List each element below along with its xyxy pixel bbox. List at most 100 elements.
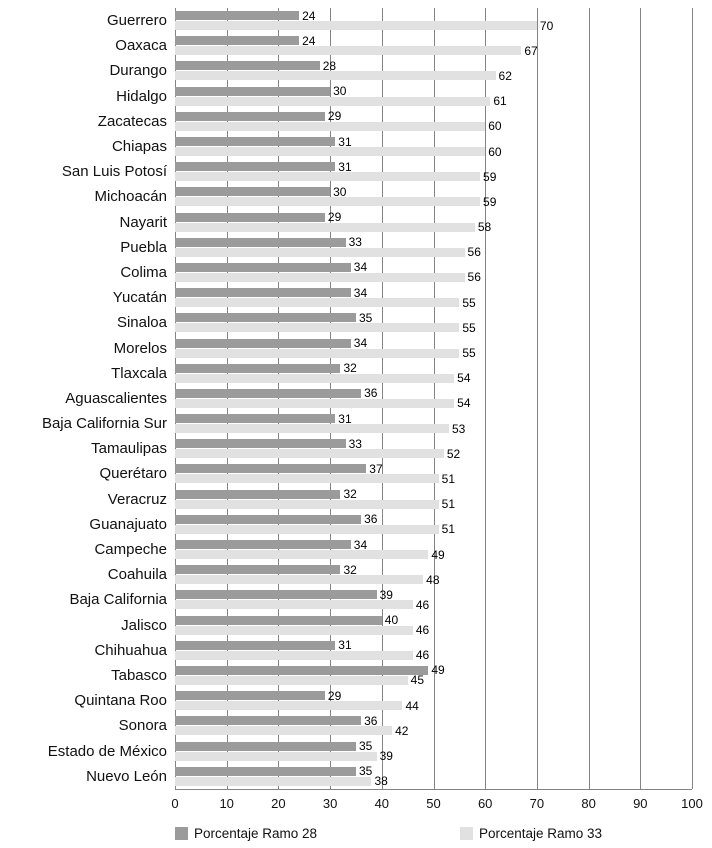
chart-row: Nayarit 29 58 (119, 210, 692, 235)
chart-row: Aguascalientes 36 54 (65, 386, 692, 411)
category-label: Colima (120, 263, 167, 281)
value-label-ramo-33: 54 (457, 371, 471, 386)
chart-row: Querétaro 37 51 (99, 461, 692, 486)
bar-ramo-28: 34 (175, 539, 367, 551)
chart-row: Morelos 34 55 (114, 335, 692, 360)
value-label-ramo-28: 33 (348, 436, 362, 451)
category-label: Tlaxcala (111, 364, 167, 382)
bar-ramo-28: 29 (175, 211, 341, 223)
gridline (588, 8, 590, 789)
value-label-ramo-28: 34 (353, 285, 368, 300)
bar-ramo-28: 29 (175, 110, 341, 122)
bar-ramo-33: 59 (175, 171, 496, 183)
bar-ramo-33: 70 (175, 20, 553, 32)
bar-ramo-33: 51 (175, 498, 455, 510)
chart-row: Coahuila 32 48 (108, 562, 692, 587)
legend-swatch-ramo-28 (175, 827, 188, 840)
value-label-ramo-33: 55 (462, 320, 476, 335)
bar-ramo-33: 44 (175, 700, 419, 712)
bar-ramo-28: 34 (175, 287, 367, 299)
plot-area: Guerrero 24 70 Oaxaca 24 67 Durango 28 6… (42, 8, 693, 790)
gridline (433, 8, 435, 789)
value-label-ramo-28: 31 (338, 411, 352, 426)
value-label-ramo-28: 35 (358, 310, 373, 325)
bar-ramo-33: 46 (175, 599, 429, 611)
bar-ramo-33: 38 (175, 775, 388, 787)
value-label-ramo-28: 28 (322, 58, 337, 73)
chart-rows: Guerrero 24 70 Oaxaca 24 67 Durango 28 6… (42, 8, 692, 789)
chart-row: Hidalgo 30 61 (116, 84, 692, 109)
chart-row: Campeche 34 49 (94, 537, 692, 562)
bar-ramo-28: 36 (175, 387, 377, 399)
value-label-ramo-28: 49 (431, 663, 445, 678)
category-label: Morelos (113, 339, 167, 357)
bar-ramo-33: 56 (175, 271, 481, 283)
category-label: Tabasco (111, 666, 167, 684)
value-label-ramo-33: 59 (483, 194, 497, 209)
bar-ramo-28: 34 (175, 261, 367, 273)
bar-ramo-28: 32 (175, 362, 357, 374)
gridline (330, 8, 332, 789)
bar-ramo-33: 60 (175, 120, 502, 132)
bar-ramo-28: 37 (175, 463, 383, 475)
value-label-ramo-28: 34 (353, 336, 368, 351)
bar-ramo-33: 53 (175, 423, 465, 435)
value-label-ramo-33: 59 (483, 169, 497, 184)
chart-row: Michoacán 30 59 (94, 184, 692, 209)
bar-ramo-33: 61 (175, 95, 507, 107)
chart-row: Durango 28 62 (109, 58, 692, 83)
bar-ramo-33: 54 (175, 372, 471, 384)
chart-row: Jalisco 40 46 (121, 613, 692, 638)
value-label-ramo-28: 32 (343, 361, 357, 376)
chart-row: Veracruz 32 51 (108, 487, 692, 512)
bar-ramo-28: 24 (175, 10, 315, 22)
x-tick-label: 100 (681, 796, 703, 811)
bar-ramo-33: 58 (175, 221, 491, 233)
gridline (640, 8, 642, 789)
legend: Porcentaje Ramo 28 Porcentaje Ramo 33 (175, 826, 692, 844)
chart-row: Estado de México 35 39 (48, 738, 692, 763)
value-label-ramo-28: 24 (302, 8, 316, 23)
category-label: Aguascalientes (65, 389, 167, 407)
bar-ramo-33: 52 (175, 448, 460, 460)
value-label-ramo-33: 55 (462, 295, 476, 310)
bar-ramo-33: 54 (175, 397, 471, 409)
category-label: Coahuila (107, 566, 167, 584)
chart-row: Zacatecas 29 60 (98, 109, 692, 134)
chart-row: Guerrero 24 70 (107, 8, 692, 33)
value-label-ramo-28: 29 (327, 688, 342, 703)
bar-ramo-28: 40 (175, 614, 398, 626)
x-tick-label: 50 (426, 796, 441, 811)
bar-ramo-33: 49 (175, 549, 445, 561)
bar-ramo-33: 42 (175, 725, 408, 737)
gridline (692, 8, 693, 789)
bar-ramo-28: 39 (175, 589, 393, 601)
category-label: Guerrero (106, 12, 167, 30)
category-label: Sinaloa (116, 314, 167, 332)
category-label: San Luis Potosí (61, 163, 167, 181)
category-label: Hidalgo (116, 87, 167, 105)
bar-ramo-33: 46 (175, 649, 429, 661)
x-tick-label: 0 (171, 796, 179, 811)
value-label-ramo-33: 54 (457, 396, 471, 411)
value-label-ramo-33: 61 (493, 94, 507, 109)
bar-ramo-28: 36 (175, 715, 377, 727)
category-label: Estado de México (47, 742, 167, 760)
bar-ramo-33: 55 (175, 322, 476, 334)
bar-ramo-28: 31 (175, 161, 352, 173)
value-label-ramo-33: 51 (441, 497, 456, 512)
x-tick-label: 30 (322, 796, 338, 811)
x-tick-label: 60 (477, 796, 493, 811)
category-label: Oaxaca (115, 37, 167, 55)
value-label-ramo-33: 58 (477, 220, 492, 235)
category-label: Querétaro (99, 465, 167, 483)
bar-ramo-33: 51 (175, 473, 455, 485)
x-tick-label: 20 (271, 796, 286, 811)
bar-ramo-33: 48 (175, 574, 440, 586)
x-tick-label: 70 (529, 796, 545, 811)
bar-ramo-33: 60 (175, 146, 502, 158)
chart-row: Tamaulipas 33 52 (91, 436, 692, 461)
value-label-ramo-28: 31 (338, 134, 352, 149)
category-label: Nuevo León (86, 767, 167, 785)
value-label-ramo-28: 36 (364, 386, 378, 401)
